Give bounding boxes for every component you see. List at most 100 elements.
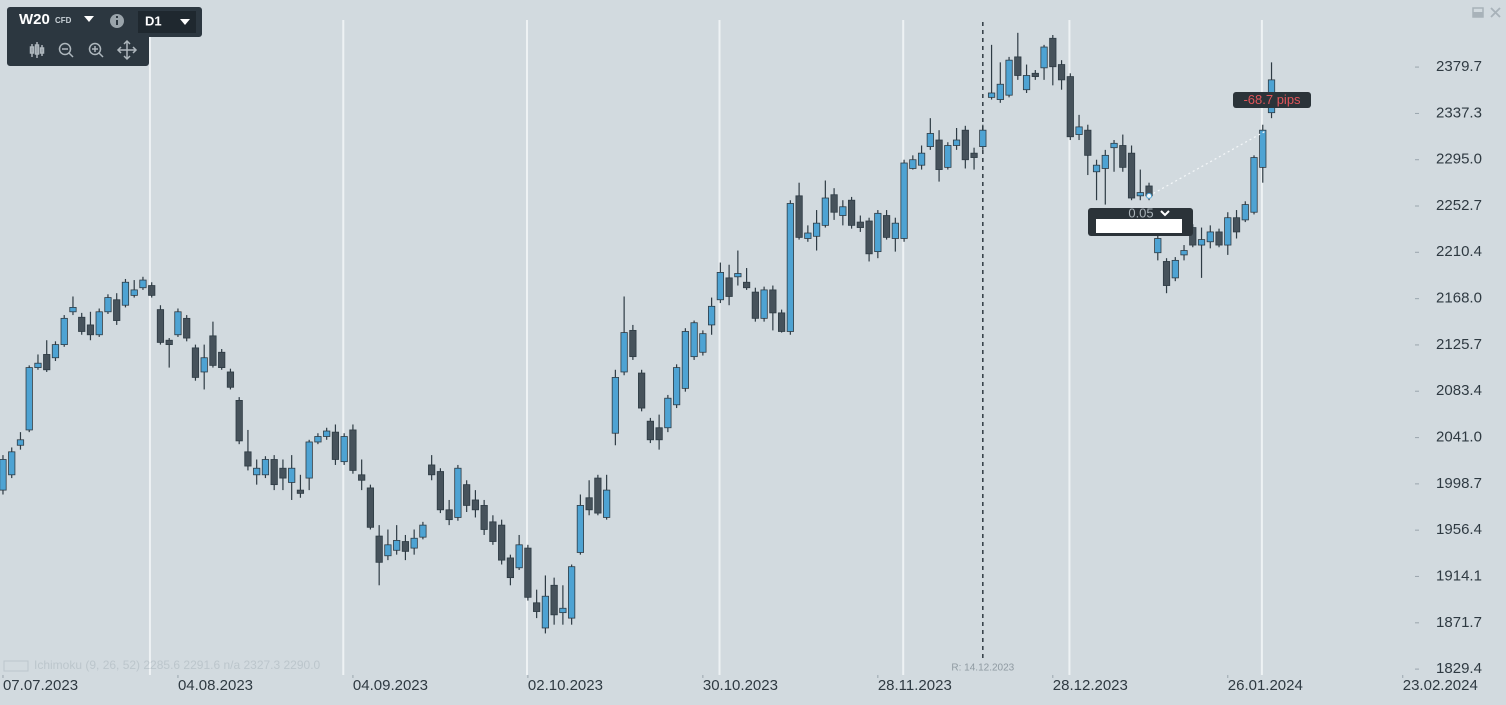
tool-icons [29,39,138,61]
timeframe-dropdown[interactable] [180,19,190,25]
zoom-in-icon[interactable] [88,42,104,58]
candle-body [1136,192,1144,197]
indicator-icon [3,660,29,672]
candle-body [821,197,829,226]
candle-body [183,317,191,339]
candle-body [1110,142,1118,149]
indicator-caption: Ichimoku (9, 26, 52) 2285.6 2291.6 n/a 2… [34,658,321,672]
candle-body [410,537,418,549]
zoom-out-icon[interactable] [58,42,74,58]
candle-body [463,484,471,506]
candle-body [1171,259,1179,279]
candle-body [1049,37,1057,68]
y-tick-label: 2295.0 [1436,151,1482,168]
candle-body [489,521,497,542]
candle-body [1224,217,1232,246]
candle-body [673,367,681,406]
symbol[interactable]: W20 [19,11,50,28]
candle-body [454,467,462,518]
candle-body [1232,217,1241,233]
candle-body [909,159,917,169]
symbol-dropdown[interactable] [84,16,94,22]
lot-dropdown[interactable] [1160,210,1170,217]
candle-body [148,285,156,296]
candle-body [349,429,357,471]
candle-body [270,459,278,486]
close-icon[interactable] [1490,7,1501,18]
candle-body [104,297,112,313]
candle-body [515,544,523,569]
candle-body [191,347,200,378]
measure-start [1146,192,1153,199]
candle-body [1005,59,1013,96]
candle-body [471,499,479,511]
toolbar: W20 CFD D1 [7,7,202,66]
candle-body [375,535,383,563]
timeframe[interactable]: D1 [145,13,162,28]
timeframe-field[interactable] [138,11,196,33]
candle-body [944,145,952,168]
candle-body [550,584,558,616]
y-tick-label: 2168.0 [1436,290,1482,307]
measure-label-bg [1233,92,1311,108]
candle-body [1250,157,1258,213]
candle-body [603,489,611,518]
candle-body [1206,231,1214,243]
order-box: 0.05 [1088,205,1193,236]
candle-body [856,221,864,228]
chart-type-icon[interactable] [29,42,45,58]
candle-body [620,332,628,373]
y-tick-label: 1956.4 [1436,521,1482,538]
candle-body [218,351,226,368]
info-icon-dot [116,16,118,18]
candle-body [393,540,401,551]
candle-body [891,222,899,239]
lot-size[interactable]: 0.05 [1128,205,1153,220]
candle-body [401,541,410,552]
candle-body [935,139,943,170]
lot-input[interactable] [1096,219,1182,233]
candle-body [174,311,182,336]
candle-body [533,602,541,612]
candle-body [25,367,33,431]
candle-body [743,281,751,289]
candle-body [839,206,847,216]
candle-body [611,377,619,434]
candle-body [681,331,689,389]
move-icon[interactable] [116,39,138,61]
candle-body [296,489,305,494]
candle-body [646,420,654,441]
candle-body [139,279,147,289]
info-icon-bar [116,20,118,25]
candle-body [165,339,173,346]
candle-body [209,335,217,366]
y-tick-label: 1914.1 [1436,567,1482,584]
candle-body [314,436,322,443]
candle-body [86,324,95,336]
candle-body [865,220,873,255]
candle-body [874,212,882,253]
candle-body [121,281,130,306]
candle-body [996,83,1004,100]
candle-body [16,439,25,446]
candle-body [699,333,707,353]
candle-body [1031,72,1039,77]
candle-body [1241,204,1249,221]
candle-body [629,329,637,358]
candle-body [244,451,252,467]
candle-body [1162,261,1171,286]
candle-body [1127,152,1136,199]
candle-body [51,344,60,359]
grid-layer: 1829.4 1871.7 1914.1 1956.4 1998.7 2041.0 2083… [2,20,1482,694]
candle-body [1092,164,1101,173]
candle-body [480,505,488,530]
candle-body [594,477,602,514]
candle-body [130,289,138,296]
y-tick-label: 2083.4 [1436,382,1482,399]
candle-body [1259,129,1267,168]
candle-body [506,557,514,579]
candle-body [847,199,856,226]
candle-body [1075,126,1083,135]
candle-body [78,316,86,332]
